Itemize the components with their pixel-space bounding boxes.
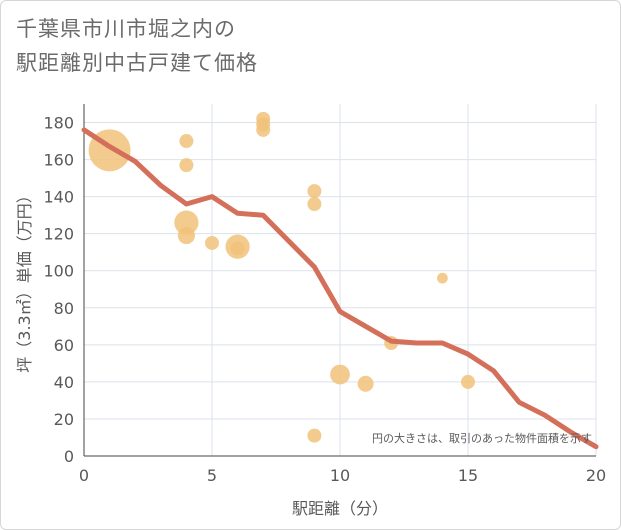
- x-axis-label: 駅距離（分）: [292, 499, 388, 518]
- bubble-point: [174, 210, 199, 235]
- bubble-point: [307, 184, 322, 199]
- x-tick-label: 0: [79, 466, 89, 485]
- bubble-point: [256, 122, 271, 137]
- bubble-point: [205, 235, 219, 250]
- bubble-point: [357, 375, 374, 392]
- y-tick-label: 20: [54, 410, 74, 429]
- y-tick-label: 160: [43, 151, 74, 170]
- bubble-point: [461, 374, 475, 389]
- chart-title-line1: 千葉県市川市堀之内の: [16, 17, 236, 41]
- y-tick-label: 100: [43, 262, 74, 281]
- bubble-point: [230, 241, 245, 256]
- bubble-point: [179, 158, 194, 173]
- size-note: 円の大きさは、取引のあった物件面積を示す: [372, 431, 592, 445]
- trend-layer: [81, 127, 599, 450]
- bubble-point: [177, 226, 195, 245]
- y-tick-label: 40: [54, 373, 74, 392]
- bubble-point: [307, 428, 322, 443]
- bubble-point: [307, 197, 322, 212]
- bubble-point: [179, 134, 194, 149]
- y-tick-label: 0: [64, 447, 74, 466]
- chart-title: 千葉県市川市堀之内の 駅距離別中古戸建て価格: [16, 12, 258, 80]
- x-tick-label: 15: [458, 466, 478, 485]
- y-tick-label: 60: [54, 336, 74, 355]
- bubble-point: [437, 272, 448, 284]
- bubble-point: [330, 364, 350, 385]
- grid-lines: [83, 104, 597, 457]
- y-tick-label: 180: [43, 114, 74, 133]
- x-tick-label: 10: [330, 466, 350, 485]
- bubbles: [88, 111, 475, 443]
- y-axis-label: 坪（3.3㎡）単価（万円）: [15, 187, 34, 372]
- y-tick-label: 80: [54, 299, 74, 318]
- y-tick-label: 120: [43, 225, 74, 244]
- y-tick-label: 140: [43, 188, 74, 207]
- trend-line: [81, 127, 599, 450]
- tick-labels: 0 20 40 60 80 100 120 140 160 180 0 5 10 15 20: [43, 114, 606, 485]
- x-tick-label: 20: [586, 466, 606, 485]
- chart-title-line2: 駅距離別中古戸建て価格: [16, 51, 258, 75]
- x-tick-label: 5: [207, 466, 217, 485]
